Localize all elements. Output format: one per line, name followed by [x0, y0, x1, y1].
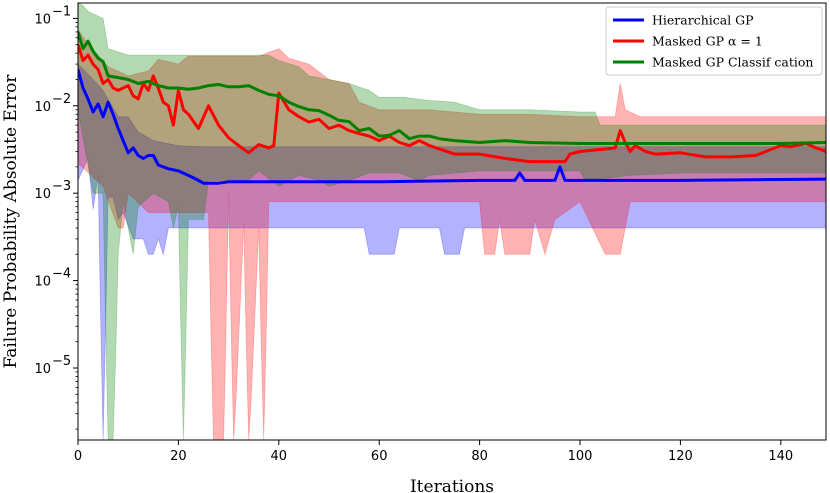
- x-tick-label: 40: [271, 449, 288, 464]
- x-tick-label: 20: [170, 449, 187, 464]
- plot-frame: [77, 2, 827, 441]
- series-line-0: [78, 69, 826, 185]
- x-axis-title: Iterations: [410, 477, 494, 493]
- y-tick-exponent: −2: [52, 92, 71, 107]
- y-tick-label: 10: [34, 100, 51, 115]
- series-band-2: [78, 3, 826, 440]
- y-tick-label: 10: [34, 187, 51, 202]
- y-tick-exponent: −4: [52, 267, 71, 282]
- series-line-2: [78, 31, 826, 145]
- series-line-1: [78, 44, 826, 164]
- x-axis: 0 20 40 60 80 100 120 140: [74, 440, 793, 464]
- y-tick-label: 10: [34, 12, 51, 27]
- series-band-1: [78, 28, 826, 440]
- y-tick-label: 10: [34, 362, 51, 377]
- y-tick-exponent: −1: [52, 4, 71, 19]
- legend: Hierarchical GP Masked GP α = 1 Masked GP …: [605, 6, 823, 76]
- y-tick-label: 10: [34, 275, 51, 290]
- legend-box: [605, 6, 823, 76]
- y-axis: 10−510−410−310−210−1: [34, 4, 78, 430]
- y-tick-exponent: −5: [52, 354, 71, 369]
- line-layer: [78, 31, 826, 185]
- x-tick-label: 120: [668, 449, 693, 464]
- x-tick-label: 140: [768, 449, 793, 464]
- x-tick-label: 100: [568, 449, 593, 464]
- x-tick-label: 80: [471, 449, 488, 464]
- legend-label: Masked GP α = 1: [652, 34, 763, 49]
- y-tick-exponent: −3: [52, 179, 71, 194]
- series-band-0: [78, 63, 826, 440]
- legend-label: Masked GP Classif cation: [652, 55, 813, 70]
- legend-label: Hierarchical GP: [652, 13, 754, 28]
- band-layer: [78, 3, 826, 440]
- x-tick-label: 60: [371, 449, 388, 464]
- y-axis-title: Failure Probability Absolute Error: [1, 74, 21, 369]
- x-tick-label: 0: [74, 449, 82, 464]
